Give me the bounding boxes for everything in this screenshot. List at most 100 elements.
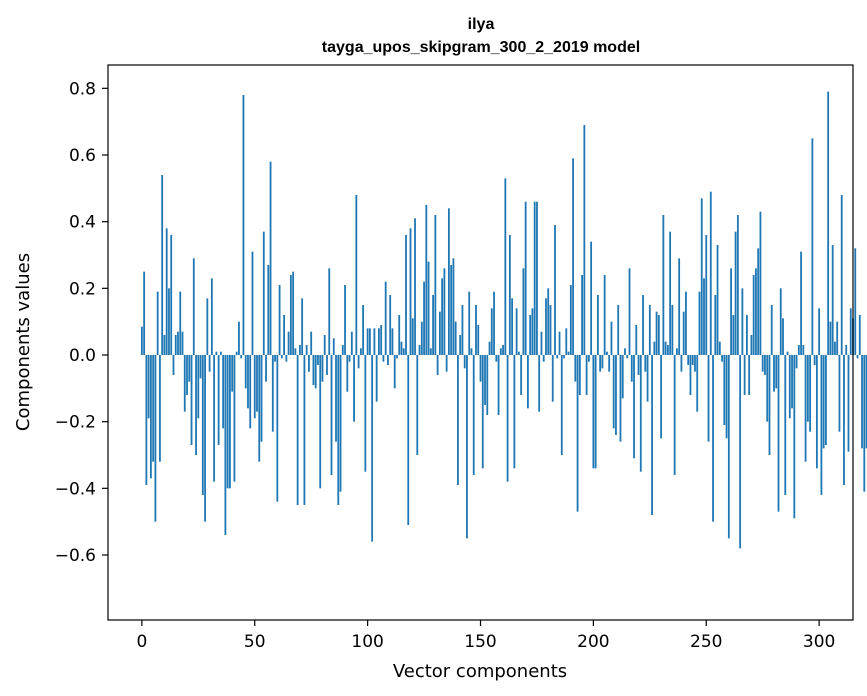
bar-255 [716, 245, 719, 355]
bar-156 [493, 291, 495, 355]
x-tick-label: 300 [803, 632, 835, 652]
bar-166 [515, 308, 518, 355]
bar-5 [152, 355, 155, 462]
bar-0 [140, 326, 143, 355]
bar-66 [289, 275, 292, 355]
bar-154 [488, 341, 491, 355]
bar-270 [750, 335, 753, 355]
bar-53 [260, 355, 263, 442]
bar-187 [563, 355, 565, 359]
y-axis: −0.6 −0.4 −0.2 0.0 0.2 0.4 0.6 0.8 [55, 79, 108, 566]
bar-63 [283, 315, 285, 355]
bars-group [140, 91, 867, 549]
bar-85 [332, 338, 335, 355]
bar-292 [800, 251, 802, 355]
bar-146 [470, 348, 473, 355]
bar-286 [786, 351, 789, 355]
bar-103 [373, 328, 376, 355]
bar-239 [680, 355, 683, 372]
bar-216 [628, 268, 631, 355]
bar-49 [251, 251, 254, 355]
bar-172 [529, 315, 532, 355]
bar-52 [258, 355, 261, 462]
bar-230 [660, 355, 663, 439]
bar-206 [606, 351, 608, 355]
bar-208 [610, 321, 613, 355]
bar-127 [427, 261, 430, 355]
bar-4 [149, 355, 152, 479]
bar-262 [732, 315, 735, 355]
y-tick-label: −0.6 [55, 546, 96, 566]
bar-143 [463, 355, 466, 369]
bar-93 [350, 331, 353, 355]
bar-174 [533, 201, 536, 355]
bar-35 [219, 351, 222, 355]
bar-250 [705, 235, 708, 355]
bar-221 [639, 355, 642, 472]
bar-257 [721, 355, 723, 362]
bar-100 [366, 328, 369, 355]
y-tick-label: 0.8 [69, 79, 96, 99]
bar-51 [256, 355, 258, 412]
bar-68 [294, 348, 297, 355]
bar-134 [443, 268, 446, 355]
bar-306 [831, 245, 834, 355]
bar-310 [840, 195, 843, 355]
bar-152 [484, 355, 486, 405]
bar-201 [594, 355, 597, 469]
bar-308 [836, 321, 839, 355]
bar-87 [337, 355, 340, 505]
bar-111 [391, 328, 394, 355]
bar-106 [380, 325, 383, 355]
bar-128 [429, 348, 432, 355]
bar-47 [247, 355, 249, 409]
bar-159 [499, 348, 502, 355]
bar-50 [253, 355, 256, 419]
bar-271 [752, 275, 755, 355]
bar-95 [355, 195, 358, 355]
y-tick-label: −0.4 [55, 479, 96, 499]
bar-45 [242, 95, 245, 355]
bar-167 [517, 351, 520, 355]
bar-234 [669, 231, 672, 355]
bar-185 [558, 331, 561, 355]
bar-273 [757, 248, 760, 355]
bar-38 [226, 355, 229, 489]
bar-288 [791, 355, 793, 409]
bar-147 [472, 355, 475, 475]
bar-214 [624, 348, 626, 355]
bar-228 [655, 311, 658, 355]
bar-242 [687, 355, 690, 365]
bar-126 [425, 205, 428, 355]
bar-267 [743, 355, 746, 395]
bar-54 [262, 231, 265, 355]
bar-213 [621, 355, 624, 399]
bar-9 [161, 175, 164, 355]
bar-115 [400, 341, 403, 355]
bar-220 [637, 355, 640, 375]
bar-96 [357, 355, 360, 369]
bar-272 [755, 268, 757, 355]
bar-29 [206, 298, 209, 355]
bar-178 [542, 355, 545, 362]
bar-261 [730, 268, 732, 355]
bar-180 [547, 288, 550, 355]
bar-119 [409, 228, 412, 355]
bar-116 [402, 348, 405, 355]
bar-302 [822, 355, 825, 449]
bar-215 [626, 355, 629, 359]
y-tick-label: 0.6 [69, 146, 96, 166]
bar-304 [827, 91, 830, 356]
bar-133 [441, 278, 444, 355]
bar-36 [222, 355, 225, 429]
bar-243 [689, 355, 692, 395]
bar-320 [863, 355, 866, 492]
bar-10 [163, 335, 166, 355]
x-tick-label: 200 [577, 632, 609, 652]
bar-89 [341, 345, 344, 355]
bar-177 [540, 331, 543, 355]
bar-203 [599, 355, 602, 372]
bar-164 [511, 298, 514, 355]
bar-171 [527, 355, 529, 409]
bar-217 [630, 355, 633, 382]
